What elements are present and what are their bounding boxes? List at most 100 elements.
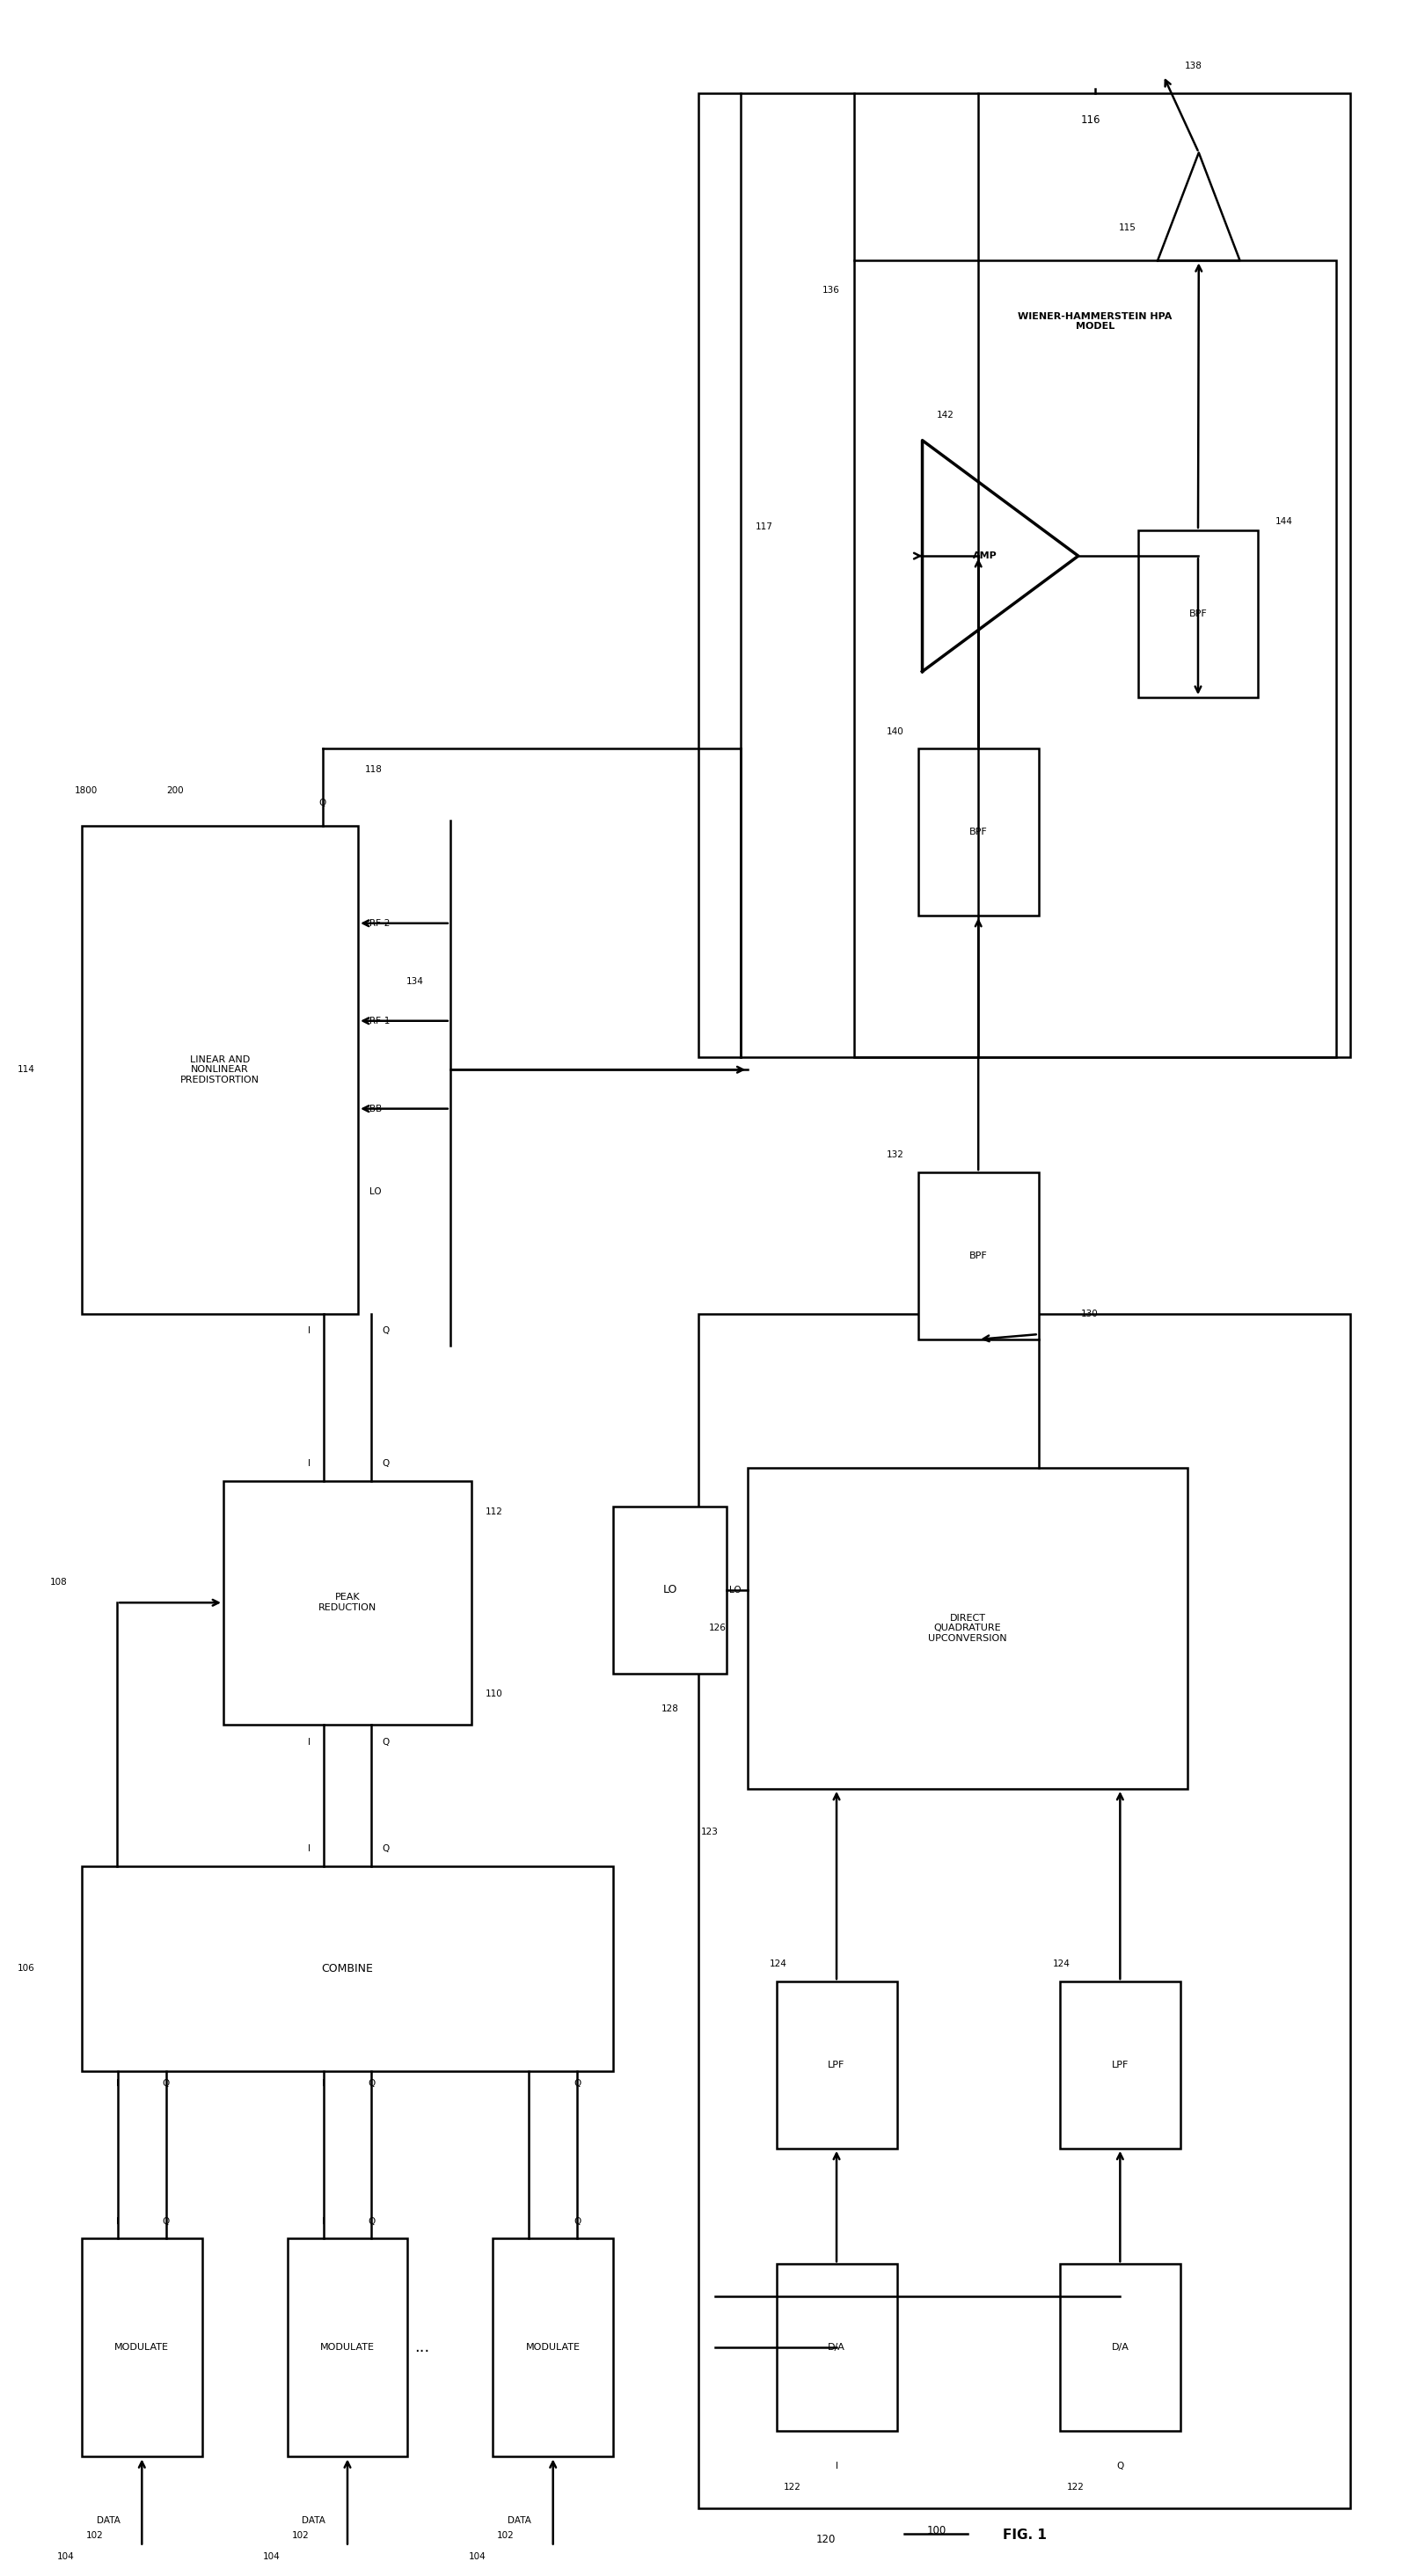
Text: 100: 100	[926, 2524, 946, 2537]
Polygon shape	[1157, 152, 1240, 260]
FancyBboxPatch shape	[493, 2239, 613, 2458]
Text: 124: 124	[1053, 1960, 1070, 1968]
Text: 138: 138	[1184, 62, 1203, 70]
Text: DATA: DATA	[97, 2517, 120, 2524]
Text: DIRECT
QUADRATURE
UPCONVERSION: DIRECT QUADRATURE UPCONVERSION	[928, 1613, 1007, 1643]
Text: I: I	[308, 1327, 311, 1334]
FancyBboxPatch shape	[81, 2239, 202, 2458]
Text: I: I	[527, 2079, 530, 2089]
Text: MODULATE: MODULATE	[321, 2344, 375, 2352]
Text: I: I	[308, 1458, 311, 1468]
Text: 122: 122	[784, 2483, 801, 2491]
Text: RF-2: RF-2	[369, 920, 390, 927]
Text: DATA: DATA	[302, 2517, 326, 2524]
Text: LPF: LPF	[828, 2061, 845, 2069]
Text: I: I	[308, 1844, 311, 1852]
Text: 114: 114	[17, 1066, 34, 1074]
Text: MODULATE: MODULATE	[526, 2344, 580, 2352]
Text: Q: Q	[1116, 2463, 1124, 2470]
Text: 126: 126	[710, 1623, 727, 1633]
Text: 144: 144	[1275, 518, 1292, 526]
Text: DATA: DATA	[507, 2517, 532, 2524]
Text: MODULATE: MODULATE	[114, 2344, 170, 2352]
Text: LINEAR AND
NONLINEAR
PREDISTORTION: LINEAR AND NONLINEAR PREDISTORTION	[181, 1056, 259, 1084]
Text: 120: 120	[817, 2535, 835, 2545]
FancyBboxPatch shape	[918, 750, 1039, 914]
FancyBboxPatch shape	[613, 1507, 727, 1674]
Text: 142: 142	[936, 412, 953, 420]
Text: 130: 130	[1082, 1309, 1099, 1319]
Text: 132: 132	[886, 1151, 903, 1159]
FancyBboxPatch shape	[224, 1481, 472, 1726]
FancyBboxPatch shape	[777, 2264, 896, 2432]
FancyBboxPatch shape	[1137, 531, 1258, 698]
Polygon shape	[922, 440, 1079, 672]
Text: FIG. 1: FIG. 1	[1002, 2527, 1046, 2543]
Text: BPF: BPF	[1188, 611, 1207, 618]
Text: 115: 115	[1119, 224, 1136, 232]
Text: 1800: 1800	[74, 786, 98, 796]
Text: 110: 110	[486, 1690, 503, 1698]
FancyBboxPatch shape	[288, 2239, 408, 2458]
Text: LO: LO	[663, 1584, 677, 1595]
Text: D/A: D/A	[828, 2344, 845, 2352]
Text: AMP: AMP	[972, 551, 998, 562]
Text: Q: Q	[162, 2079, 170, 2089]
Text: LPF: LPF	[1112, 2061, 1129, 2069]
Text: I: I	[117, 2079, 120, 2089]
Text: Q: Q	[382, 1739, 389, 1747]
Text: WIENER-HAMMERSTEIN HPA
MODEL: WIENER-HAMMERSTEIN HPA MODEL	[1017, 312, 1173, 330]
Text: 200: 200	[167, 786, 184, 796]
Text: BB: BB	[369, 1105, 382, 1113]
Text: D/A: D/A	[1112, 2344, 1129, 2352]
Text: LO: LO	[728, 1584, 741, 1595]
Text: 140: 140	[886, 726, 903, 737]
Text: BPF: BPF	[969, 1252, 988, 1260]
FancyBboxPatch shape	[1060, 1981, 1180, 2148]
FancyBboxPatch shape	[777, 1981, 896, 2148]
Text: Q: Q	[319, 799, 326, 809]
FancyBboxPatch shape	[81, 827, 358, 1314]
Text: 102: 102	[497, 2532, 514, 2540]
FancyBboxPatch shape	[1060, 2264, 1180, 2432]
Text: PEAK
REDUCTION: PEAK REDUCTION	[318, 1592, 376, 1613]
Text: Q: Q	[382, 1327, 389, 1334]
Text: COMBINE: COMBINE	[322, 1963, 373, 1973]
Text: 134: 134	[406, 976, 423, 987]
Text: 122: 122	[1067, 2483, 1084, 2491]
Text: 106: 106	[17, 1965, 34, 1973]
Text: 128: 128	[661, 1705, 678, 1713]
Text: 102: 102	[86, 2532, 103, 2540]
Text: 102: 102	[292, 2532, 309, 2540]
Text: RF-1: RF-1	[369, 1018, 390, 1025]
FancyBboxPatch shape	[748, 1468, 1187, 1788]
Text: Q: Q	[382, 1458, 389, 1468]
Text: 116: 116	[1082, 113, 1102, 126]
FancyBboxPatch shape	[918, 1172, 1039, 1340]
Text: BPF: BPF	[969, 827, 988, 837]
Text: 124: 124	[770, 1960, 787, 1968]
Text: LO: LO	[369, 1188, 382, 1195]
Text: 118: 118	[365, 765, 383, 775]
Text: 104: 104	[469, 2553, 486, 2561]
Text: Q: Q	[573, 2079, 581, 2089]
Text: Q: Q	[368, 2218, 375, 2226]
Text: 123: 123	[701, 1826, 718, 1837]
Text: Q: Q	[368, 2079, 375, 2089]
Text: 112: 112	[486, 1507, 503, 1515]
Text: 136: 136	[822, 286, 841, 296]
Text: 117: 117	[755, 523, 772, 531]
Text: 104: 104	[57, 2553, 74, 2561]
Text: I: I	[308, 1739, 311, 1747]
Text: I: I	[117, 2218, 120, 2226]
Text: I: I	[527, 2218, 530, 2226]
Text: ...: ...	[415, 2339, 429, 2354]
Text: Q: Q	[382, 1844, 389, 1852]
Text: Q: Q	[573, 2218, 581, 2226]
Text: 108: 108	[50, 1577, 67, 1587]
Text: I: I	[322, 2079, 325, 2089]
Text: 104: 104	[262, 2553, 281, 2561]
Text: Q: Q	[162, 2218, 170, 2226]
Text: I: I	[322, 2218, 325, 2226]
Text: I: I	[835, 2463, 838, 2470]
